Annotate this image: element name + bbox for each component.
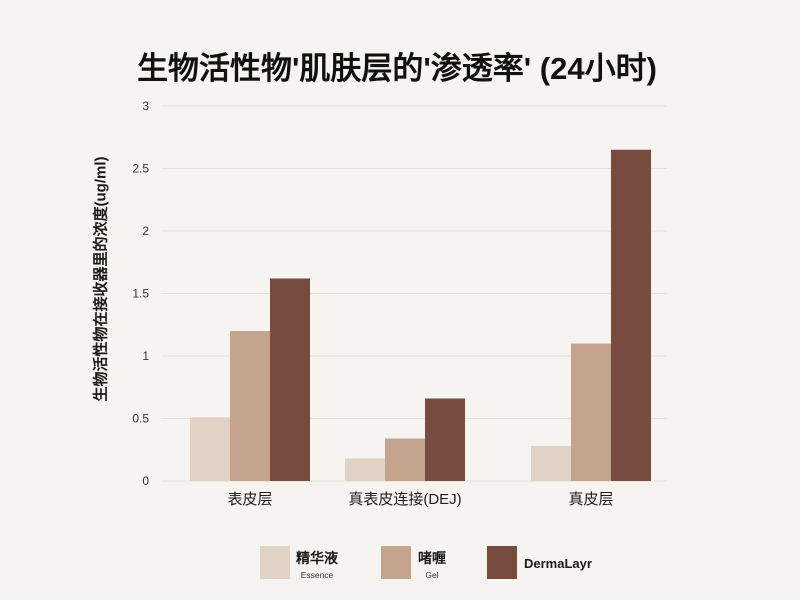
legend-sublabel-gel: Gel	[425, 570, 438, 580]
legend-swatch-gel	[381, 546, 411, 579]
legend-sublabel-essence: Essence	[301, 570, 334, 580]
legend-item-dermalayr: DermaLayr	[487, 546, 592, 579]
bar-gel-dermis	[571, 343, 611, 481]
legend-label-dermalayr: DermaLayr	[524, 556, 592, 571]
bar-essence-epidermis	[190, 417, 230, 481]
y-tick-label: 0	[142, 474, 149, 488]
y-tick-label: 3	[142, 99, 149, 113]
y-axis-ticks: 0 0.5 1 1.5 2 2.5 3	[132, 99, 149, 488]
bar-gel-dej	[385, 438, 425, 481]
x-category-label-epidermis: 表皮层	[227, 491, 272, 508]
y-tick-label: 2.5	[132, 162, 149, 176]
bar-dermalayr-epidermis	[270, 278, 310, 481]
legend-item-gel: 啫喱 Gel	[381, 546, 446, 580]
y-tick-label: 1	[142, 349, 149, 363]
legend-swatch-essence	[260, 546, 290, 579]
bar-gel-epidermis	[230, 331, 270, 481]
bar-essence-dermis	[531, 446, 571, 481]
x-category-label-dej: 真表皮连接(DEJ)	[348, 490, 461, 508]
x-category-label-dermis: 真皮层	[568, 490, 613, 508]
legend-item-essence: 精华液 Essence	[260, 546, 339, 580]
y-tick-label: 2	[142, 224, 149, 238]
legend: 精华液 Essence 啫喱 Gel DermaLayr	[260, 546, 592, 580]
bar-essence-dej	[345, 458, 385, 481]
legend-swatch-dermalayr	[487, 546, 517, 579]
legend-label-gel: 啫喱	[418, 550, 446, 566]
x-axis-categories: 表皮层 真表皮连接(DEJ) 真皮层	[227, 490, 613, 508]
y-tick-label: 0.5	[132, 412, 149, 426]
chart-title: 生物活性物'肌肤层的'渗透率' (24小时)	[137, 51, 657, 86]
bar-dermalayr-dermis	[611, 149, 651, 481]
y-axis-label: 生物活性物在接收器里的浓度(ug/ml)	[92, 157, 110, 402]
bars	[190, 149, 651, 481]
bar-dermalayr-dej	[425, 398, 465, 481]
legend-label-essence: 精华液	[296, 550, 339, 566]
y-tick-label: 1.5	[132, 287, 149, 301]
